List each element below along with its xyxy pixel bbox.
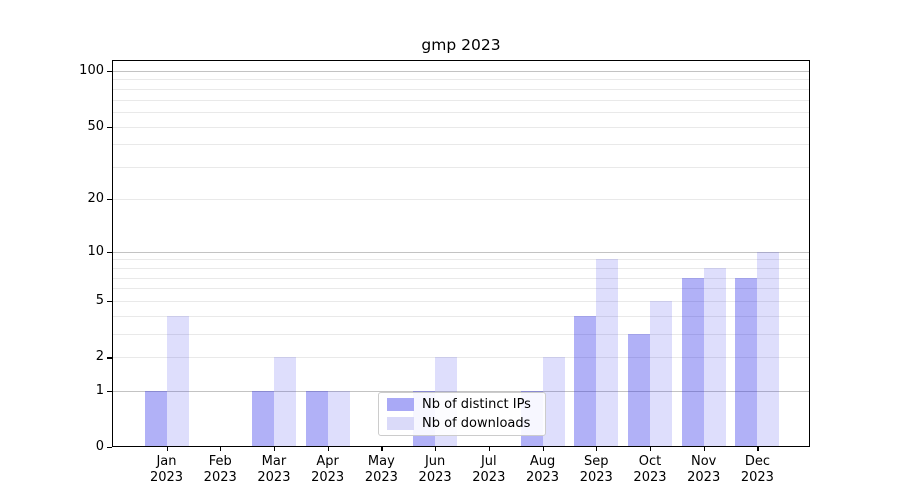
x-tick-jul-2023 xyxy=(488,447,490,451)
x-tick-label-jul-2023: Jul 2023 xyxy=(472,454,506,485)
y-tick-label-0: 0 xyxy=(95,439,104,454)
bar-jan-2023-nb-of-distinct-ips xyxy=(144,390,167,447)
bar-nov-2023-nb-of-downloads xyxy=(703,267,726,447)
x-tick-apr-2023 xyxy=(327,447,329,451)
x-tick-label-jan-2023: Jan 2023 xyxy=(149,454,184,485)
bar-sep-2023-nb-of-downloads xyxy=(596,259,619,447)
bar-jan-2023-nb-of-downloads xyxy=(166,315,189,447)
x-tick-dec-2023 xyxy=(757,447,759,451)
x-tick-jan-2023 xyxy=(166,447,168,451)
x-tick-mar-2023 xyxy=(273,447,276,451)
bar-dec-2023-nb-of-downloads xyxy=(757,251,780,447)
x-tick-aug-2023 xyxy=(542,447,544,451)
bar-mar-2023-nb-of-downloads xyxy=(273,357,296,447)
minor-gridline-4 xyxy=(112,315,810,317)
legend-label-downloads: Nb of downloads xyxy=(422,416,531,431)
x-tick-label-oct-2023: Oct 2023 xyxy=(633,454,667,485)
y-tick-50 xyxy=(107,126,112,128)
bar-aug-2023-nb-of-downloads xyxy=(542,357,565,447)
x-tick-label-aug-2023: Aug 2023 xyxy=(525,454,560,485)
y-tick-20 xyxy=(107,198,112,201)
y-tick-1 xyxy=(107,390,112,392)
bar-dec-2023-nb-of-distinct-ips xyxy=(735,277,758,447)
x-tick-label-may-2023: May 2023 xyxy=(364,454,398,485)
x-tick-feb-2023 xyxy=(220,447,222,451)
x-tick-sep-2023 xyxy=(596,447,598,451)
major-gridline-10 xyxy=(112,251,810,253)
bar-oct-2023-nb-of-distinct-ips xyxy=(627,334,650,447)
major-gridline-100 xyxy=(112,70,810,72)
legend-swatch-distinct-ips xyxy=(387,398,414,411)
x-tick-label-sep-2023: Sep 2023 xyxy=(579,454,613,485)
x-tick-jun-2023 xyxy=(435,447,437,451)
minor-gridline-30 xyxy=(112,167,810,169)
bar-apr-2023-nb-of-downloads xyxy=(327,390,350,447)
y-tick-label-2: 2 xyxy=(95,349,104,365)
legend-swatch-downloads xyxy=(387,417,414,430)
bar-nov-2023-nb-of-distinct-ips xyxy=(681,277,704,447)
y-tick-label-20: 20 xyxy=(87,190,104,206)
minor-gridline-40 xyxy=(112,144,810,146)
x-tick-label-feb-2023: Feb 2023 xyxy=(203,454,237,485)
minor-gridline-6 xyxy=(112,288,810,290)
minor-gridline-70 xyxy=(112,99,810,101)
x-tick-label-apr-2023: Apr 2023 xyxy=(311,454,345,485)
minor-gridline-50 xyxy=(112,126,810,128)
y-tick-0 xyxy=(107,447,112,449)
bar-sep-2023-nb-of-distinct-ips xyxy=(574,315,597,447)
x-tick-nov-2023 xyxy=(703,447,705,451)
minor-gridline-60 xyxy=(112,111,810,113)
y-tick-label-10: 10 xyxy=(87,243,104,259)
minor-gridline-90 xyxy=(112,79,810,81)
legend-label-distinct-ips: Nb of distinct IPs xyxy=(422,397,531,412)
minor-gridline-7 xyxy=(112,277,810,279)
y-tick-label-1: 1 xyxy=(95,382,104,398)
major-gridline-1 xyxy=(112,390,810,392)
chart-title: gmp 2023 xyxy=(421,36,501,54)
y-tick-label-100: 100 xyxy=(79,62,104,78)
legend-item-distinct-ips: Nb of distinct IPs xyxy=(387,397,537,412)
minor-gridline-80 xyxy=(112,88,810,90)
minor-gridline-3 xyxy=(112,334,810,336)
minor-gridline-2 xyxy=(112,357,810,359)
x-tick-label-nov-2023: Nov 2023 xyxy=(687,454,721,485)
x-tick-oct-2023 xyxy=(649,447,652,451)
minor-gridline-20 xyxy=(112,198,810,200)
bar-oct-2023-nb-of-downloads xyxy=(649,300,672,447)
x-tick-label-dec-2023: Dec 2023 xyxy=(740,454,774,485)
minor-gridline-9 xyxy=(112,259,810,261)
bar-mar-2023-nb-of-distinct-ips xyxy=(251,390,274,447)
bar-apr-2023-nb-of-distinct-ips xyxy=(305,390,328,447)
y-tick-label-50: 50 xyxy=(87,118,104,134)
y-tick-100 xyxy=(107,70,112,73)
legend: Nb of distinct IPs Nb of downloads xyxy=(378,392,546,436)
y-tick-2 xyxy=(107,357,112,359)
y-tick-10 xyxy=(107,251,112,253)
y-tick-label-5: 5 xyxy=(95,292,104,308)
x-tick-label-jun-2023: Jun 2023 xyxy=(418,454,452,485)
minor-gridline-8 xyxy=(112,267,810,269)
minor-gridline-5 xyxy=(112,300,810,302)
y-tick-5 xyxy=(107,300,112,303)
x-tick-may-2023 xyxy=(381,447,383,451)
legend-item-downloads: Nb of downloads xyxy=(387,416,537,431)
x-tick-label-mar-2023: Mar 2023 xyxy=(257,454,291,485)
